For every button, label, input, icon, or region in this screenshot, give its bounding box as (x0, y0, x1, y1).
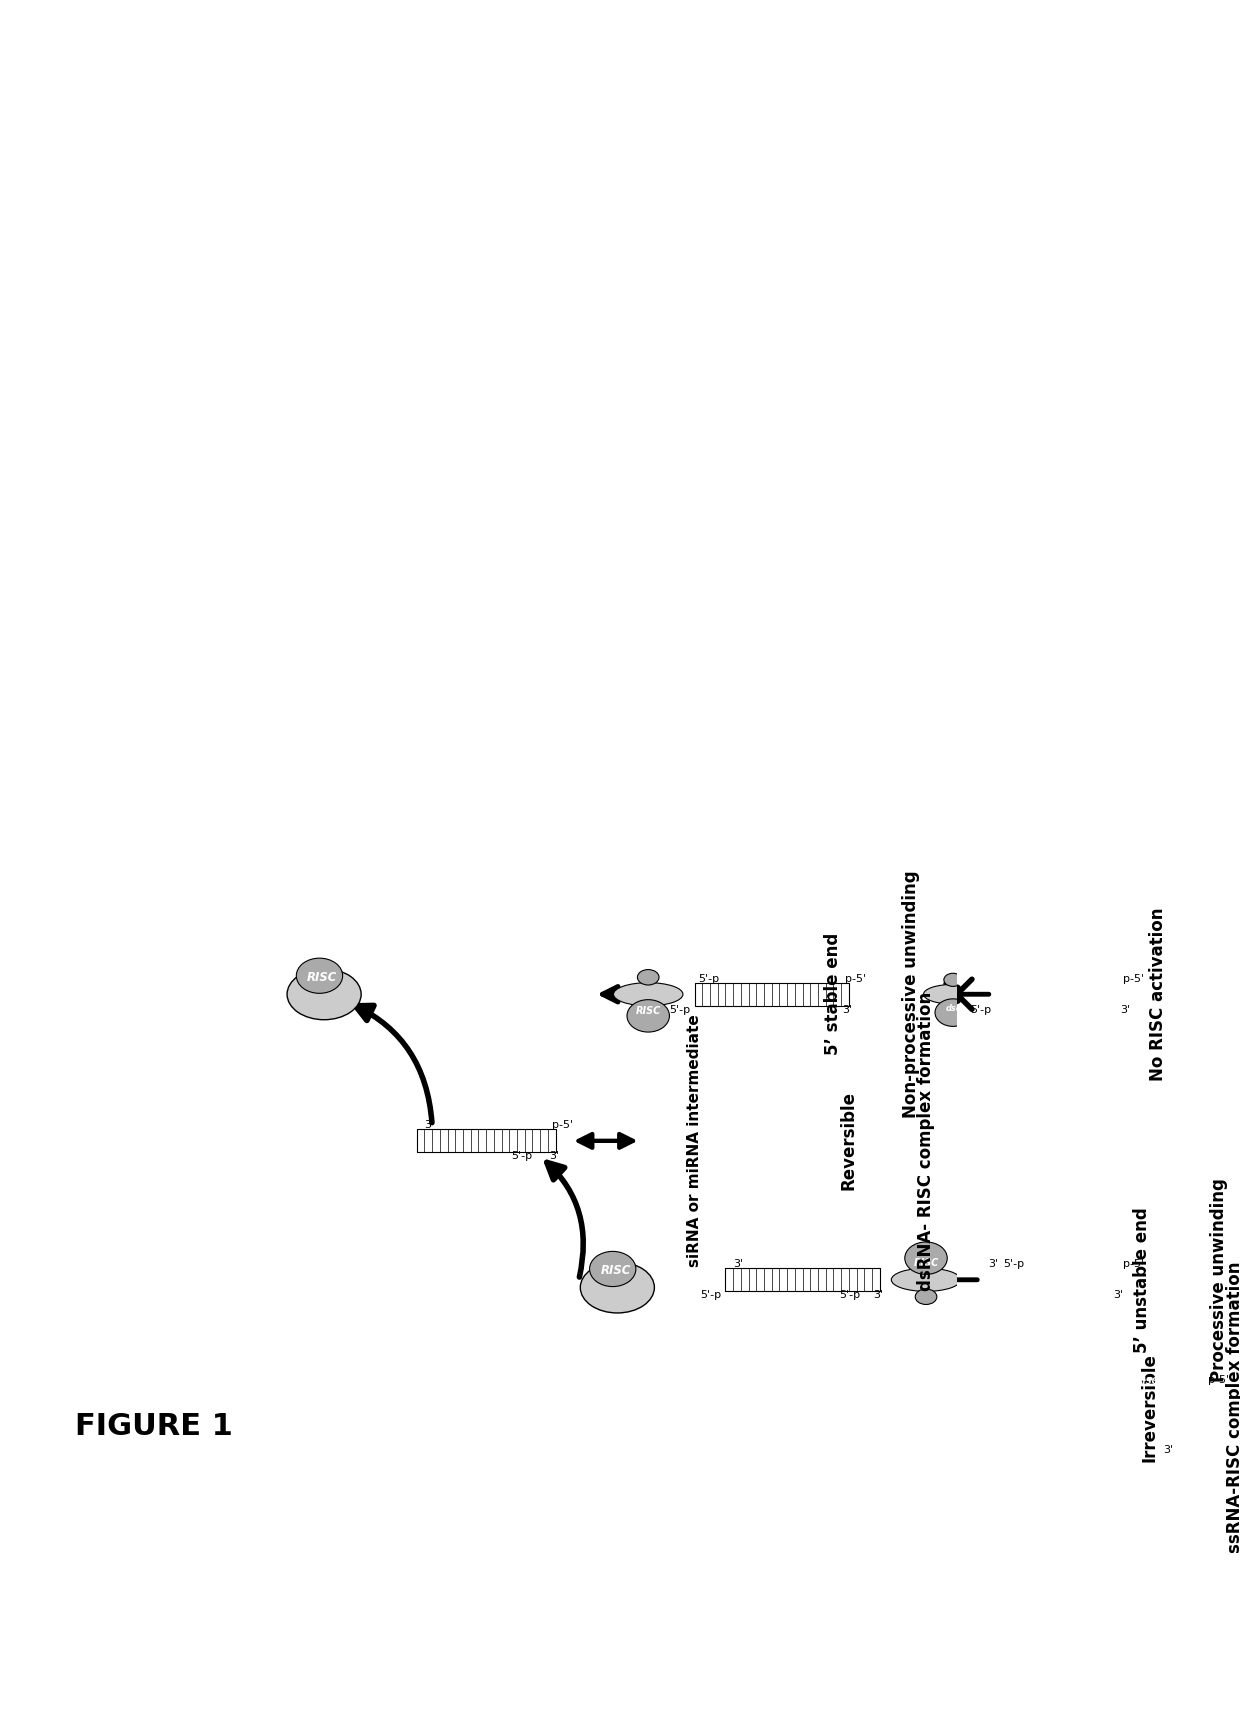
Ellipse shape (637, 969, 658, 985)
Text: siRNA or miRNA intermediate: siRNA or miRNA intermediate (687, 1014, 702, 1268)
Ellipse shape (892, 1268, 961, 1292)
Text: Non-processive unwinding: Non-processive unwinding (901, 870, 920, 1118)
Text: No RISC activation: No RISC activation (1148, 907, 1167, 1080)
Text: 3': 3' (1121, 1004, 1131, 1014)
Ellipse shape (580, 1262, 655, 1313)
Bar (996, 1268, 1073, 1292)
Ellipse shape (627, 1001, 670, 1032)
Text: 5’ stable end: 5’ stable end (825, 933, 842, 1056)
Ellipse shape (924, 985, 982, 1004)
Text: p-5': p-5' (552, 1120, 573, 1131)
Text: RISC: RISC (1137, 1377, 1158, 1385)
Text: RISC: RISC (308, 971, 337, 985)
Ellipse shape (288, 969, 361, 1020)
Text: Irreversible: Irreversible (1141, 1353, 1159, 1462)
Text: 5'-p: 5'-p (839, 1290, 861, 1300)
Ellipse shape (1107, 1385, 1193, 1420)
Text: ssRNA-RISC complex formation: ssRNA-RISC complex formation (1225, 1261, 1240, 1554)
Text: p-5': p-5' (1122, 1259, 1145, 1269)
Text: RISC: RISC (600, 1264, 631, 1278)
Text: RISC: RISC (914, 1257, 939, 1268)
Text: 3': 3' (1112, 1290, 1122, 1300)
Text: p-5': p-5' (844, 975, 866, 983)
Text: 3': 3' (843, 1004, 853, 1014)
Ellipse shape (944, 973, 962, 987)
Text: 5'-p: 5'-p (511, 1151, 532, 1162)
Text: 5'-p: 5'-p (670, 1004, 691, 1014)
Bar (694, 983, 849, 1006)
Ellipse shape (905, 1242, 947, 1274)
Text: 3': 3' (1163, 1444, 1173, 1455)
Text: RISC: RISC (636, 1006, 661, 1016)
Ellipse shape (1118, 1361, 1173, 1396)
Ellipse shape (1151, 1266, 1172, 1281)
Text: 5'-p: 5'-p (971, 1004, 992, 1014)
Ellipse shape (1140, 1219, 1183, 1252)
Text: 5'-p: 5'-p (1003, 1259, 1024, 1269)
Ellipse shape (915, 1288, 937, 1304)
Text: 3': 3' (988, 1259, 998, 1269)
Ellipse shape (296, 959, 342, 994)
Text: p-5': p-5' (1208, 1375, 1229, 1385)
Text: Reversible: Reversible (839, 1091, 858, 1190)
Ellipse shape (1127, 1245, 1197, 1268)
Text: 3': 3' (733, 1259, 743, 1269)
Text: Processive unwinding: Processive unwinding (1210, 1177, 1229, 1382)
Bar (725, 1268, 879, 1292)
Ellipse shape (589, 1252, 636, 1287)
Ellipse shape (935, 999, 971, 1027)
Ellipse shape (614, 983, 683, 1006)
Text: 5’ unstable end: 5’ unstable end (1133, 1207, 1151, 1353)
Text: 3': 3' (873, 1290, 884, 1300)
Text: FIGURE 1: FIGURE 1 (76, 1411, 233, 1441)
Text: dsc: dsc (945, 1004, 961, 1013)
Text: p-5': p-5' (1122, 975, 1145, 983)
Text: 3': 3' (424, 1120, 434, 1131)
Text: 5'-p: 5'-p (698, 975, 719, 983)
Ellipse shape (1152, 1351, 1179, 1372)
Text: dsRNA- RISC complex formation: dsRNA- RISC complex formation (918, 992, 935, 1290)
Bar (417, 1129, 556, 1153)
Text: RISC: RISC (1148, 1235, 1174, 1245)
Bar (996, 985, 1127, 1004)
Text: 3': 3' (549, 1151, 559, 1162)
Text: 5'-p: 5'-p (701, 1290, 722, 1300)
